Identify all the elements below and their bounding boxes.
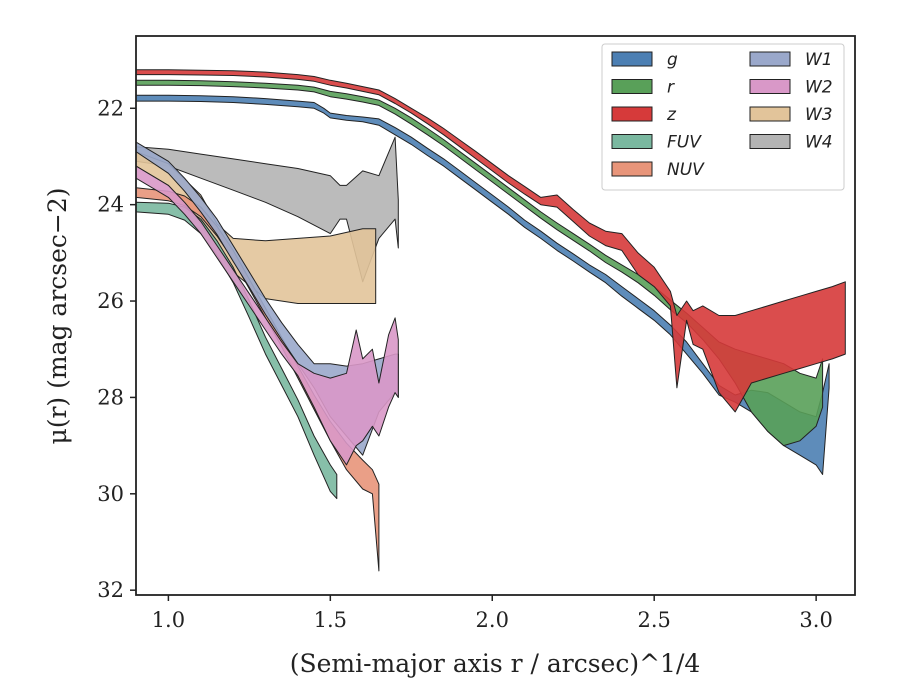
legend-swatch-w1	[749, 51, 791, 67]
legend-label-w2: W2	[805, 78, 833, 98]
series-area-g	[136, 94, 830, 475]
x-tick-label: 1.5	[314, 608, 347, 632]
series-area-r	[136, 79, 824, 447]
x-axis-label-main: (Semi-major axis r / arcsec)^1/4	[290, 649, 701, 678]
legend-label-r: r	[667, 78, 675, 98]
legend-label-nuv: NUV	[667, 160, 705, 180]
legend-swatch-w4	[749, 134, 791, 149]
x-tick-label: 1.0	[152, 608, 185, 632]
legend-swatch-nuv	[611, 161, 653, 177]
y-tick-label: 24	[97, 193, 124, 217]
legend-swatch-z	[611, 106, 653, 122]
legend-swatch-fuv	[611, 134, 653, 149]
legend-label-w3: W3	[805, 105, 833, 125]
legend: grz FUV NUV W1 W2 W3 W4	[601, 43, 845, 191]
y-tick-label: 30	[97, 482, 124, 506]
y-tick-label: 32	[97, 578, 124, 602]
series-area-w4	[136, 136, 399, 283]
legend-label-fuv: FUV	[667, 133, 702, 153]
y-tick-label: 26	[97, 289, 124, 313]
x-tick-label: 2.0	[476, 608, 509, 632]
legend-label-w4: W4	[805, 133, 833, 153]
series-area-w2	[136, 165, 399, 466]
y-tick-label: 22	[97, 96, 124, 120]
plot-area	[136, 69, 846, 572]
legend-swatch-r	[611, 79, 653, 94]
x-tick-label: 2.5	[637, 608, 670, 632]
x-axis: 1.0 1.5 2.0 2.5 3.0	[152, 595, 833, 632]
y-axis-label-main: μ(r) (mag arcsec−2)	[43, 187, 72, 444]
y-axis-label: μ(r) (mag arcsec−2)	[43, 187, 72, 444]
x-axis-label: (Semi-major axis r / arcsec)^1/4	[290, 649, 701, 678]
legend-label-w1: W1	[805, 50, 833, 70]
y-axis: 22 24 26 28 30 32	[97, 96, 136, 602]
series-area-z	[136, 69, 846, 413]
legend-label-z: z	[666, 105, 677, 125]
legend-swatch-w2	[749, 79, 791, 94]
legend-swatch-w3	[749, 106, 791, 122]
legend-label-g: g	[667, 50, 678, 70]
legend-swatch-g	[611, 51, 653, 67]
x-tick-label: 3.0	[799, 608, 832, 632]
plot-frame	[135, 35, 856, 596]
y-tick-label: 28	[97, 385, 124, 409]
